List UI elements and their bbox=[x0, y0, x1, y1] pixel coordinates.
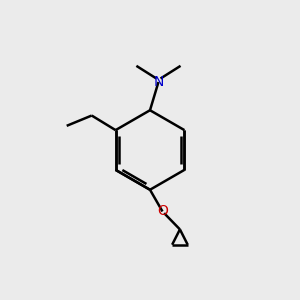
Text: N: N bbox=[153, 75, 164, 89]
Text: O: O bbox=[157, 204, 168, 218]
